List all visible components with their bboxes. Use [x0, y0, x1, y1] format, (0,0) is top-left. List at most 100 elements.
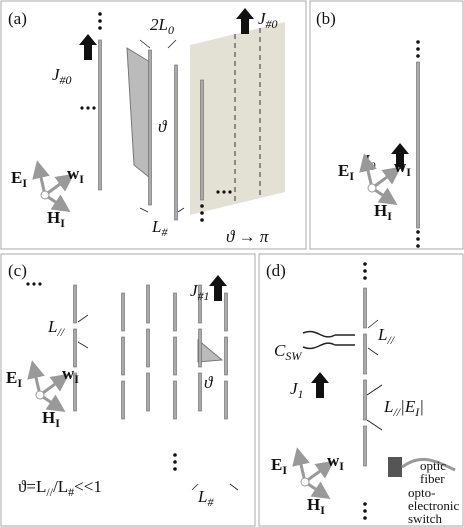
w-label-sub: I	[74, 372, 79, 386]
gap-label-sub: //	[386, 333, 395, 347]
wire	[363, 287, 367, 329]
e-label-part: E	[271, 455, 282, 474]
wire	[416, 61, 420, 229]
voltage-label-part: |E	[400, 397, 416, 416]
separation-label-part: L	[151, 217, 161, 236]
dim-line	[167, 39, 177, 49]
current-arrow	[391, 143, 409, 169]
switch-label: electronic	[408, 498, 459, 513]
e-label: EI	[11, 168, 27, 190]
voltage-label-sub: //	[392, 405, 401, 419]
dot	[416, 237, 420, 241]
dim-line	[139, 207, 149, 213]
wire	[146, 284, 150, 324]
e-label: EI	[338, 161, 354, 183]
dot	[173, 467, 177, 471]
dot	[200, 204, 204, 208]
dot	[98, 26, 102, 30]
current-label-sub: #1	[198, 289, 210, 303]
h-label: HI	[307, 495, 325, 517]
h-label: HI	[42, 408, 60, 430]
current-label-sub: #0	[60, 73, 72, 87]
switch-box	[388, 457, 402, 477]
panel-label: (a)	[8, 9, 27, 28]
w-label: wI	[394, 157, 411, 179]
dot	[38, 282, 42, 286]
dot	[222, 190, 226, 194]
voltage-label-part: |	[419, 397, 424, 416]
w-arrow	[304, 460, 335, 484]
current-label-sub: 0	[370, 159, 376, 173]
wire	[224, 336, 228, 376]
period-label-part: 2L	[150, 15, 168, 34]
h-label-sub: I	[320, 503, 325, 517]
wire	[146, 328, 150, 368]
probe-wires	[366, 384, 383, 431]
e-label-part: E	[338, 161, 349, 180]
period-label: 2L0	[150, 15, 174, 37]
gap-label-part: L	[47, 317, 57, 336]
dim-line	[77, 341, 89, 349]
wire	[198, 372, 202, 412]
dim-line	[139, 39, 151, 49]
dim-line	[177, 207, 185, 213]
capacitor-label: CSW	[274, 341, 302, 363]
w-arrow	[44, 173, 75, 197]
panel-label: (b)	[316, 9, 336, 28]
origin	[367, 183, 377, 193]
wire	[173, 380, 177, 420]
dot	[216, 190, 220, 194]
current-arrow	[236, 8, 254, 34]
dot	[80, 106, 84, 110]
w-label-part: w	[327, 451, 340, 470]
separation-label-sub: #	[207, 495, 214, 509]
dot	[228, 190, 232, 194]
voltage-label-part: L	[383, 397, 393, 416]
wire	[174, 64, 178, 221]
dot	[26, 282, 30, 286]
panel-c-frame	[0, 253, 256, 527]
e-label: EI	[271, 455, 287, 477]
dot	[98, 12, 102, 16]
e-label-sub: I	[22, 176, 27, 190]
current-label-sub: #0	[266, 17, 278, 31]
current-label: J#0	[258, 9, 278, 31]
separation-label: L#	[197, 487, 214, 509]
wire	[148, 49, 152, 206]
h-label-part: H	[374, 201, 387, 220]
w-label-part: w	[67, 164, 80, 183]
wire	[121, 380, 125, 420]
dot	[200, 211, 204, 215]
dot	[363, 509, 367, 513]
dot	[363, 262, 367, 266]
fiber-label: fiber	[420, 471, 445, 486]
h-label-part: H	[42, 408, 55, 427]
dot	[32, 282, 36, 286]
dim-line	[367, 319, 379, 329]
h-label-part: H	[307, 495, 320, 514]
wire	[173, 292, 177, 332]
dot	[363, 269, 367, 273]
formula-part: /L	[53, 477, 68, 496]
separation-label-part: L	[197, 487, 207, 506]
angle-label-part: ϑ	[204, 373, 214, 392]
dot	[86, 106, 90, 110]
wire	[121, 336, 125, 376]
gap-label: L//	[377, 325, 396, 347]
e-label-sub: I	[17, 376, 22, 390]
wire	[198, 328, 202, 368]
panel-label: (c)	[8, 261, 27, 280]
e-label-sub: I	[349, 169, 354, 183]
current-label-part: J	[190, 281, 199, 300]
separation-label: L#	[151, 217, 168, 239]
w-label: wI	[62, 364, 79, 386]
dot	[92, 106, 96, 110]
angle-label: ϑ	[158, 117, 168, 136]
h-label-sub: I	[387, 209, 392, 223]
origin	[35, 390, 45, 400]
e-label-part: E	[6, 368, 17, 387]
wire	[98, 39, 102, 191]
dim-line	[77, 314, 89, 323]
e-label-part: E	[11, 168, 22, 187]
